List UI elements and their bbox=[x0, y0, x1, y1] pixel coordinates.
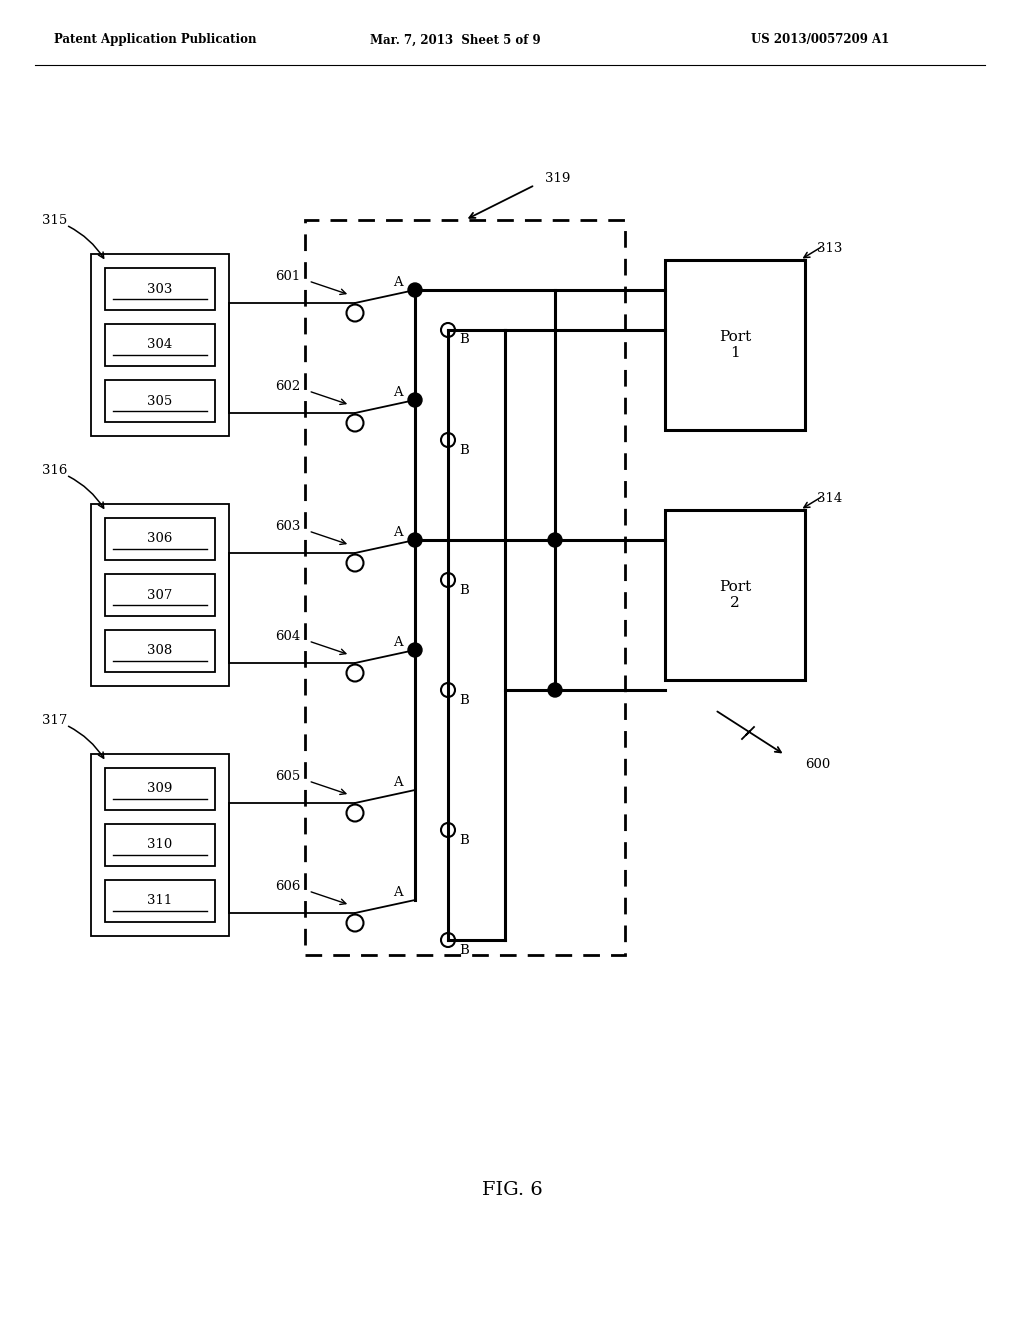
Circle shape bbox=[408, 533, 422, 546]
Text: 606: 606 bbox=[275, 880, 300, 894]
Text: Port
1: Port 1 bbox=[719, 330, 752, 360]
Text: A: A bbox=[393, 276, 402, 289]
Text: Patent Application Publication: Patent Application Publication bbox=[53, 33, 256, 46]
Circle shape bbox=[408, 643, 422, 657]
Text: 319: 319 bbox=[545, 172, 570, 185]
Text: A: A bbox=[393, 776, 402, 788]
Text: 303: 303 bbox=[147, 282, 173, 296]
Text: FIG. 6: FIG. 6 bbox=[481, 1181, 543, 1199]
Text: 313: 313 bbox=[817, 242, 843, 255]
Bar bbox=[91, 504, 229, 686]
Circle shape bbox=[548, 533, 562, 546]
Text: 314: 314 bbox=[817, 491, 843, 504]
Bar bbox=[105, 517, 215, 560]
Text: B: B bbox=[459, 444, 469, 457]
Circle shape bbox=[408, 282, 422, 297]
Bar bbox=[665, 510, 805, 680]
Text: US 2013/0057209 A1: US 2013/0057209 A1 bbox=[751, 33, 889, 46]
Text: 316: 316 bbox=[42, 463, 68, 477]
Bar bbox=[105, 574, 215, 616]
Text: 315: 315 bbox=[42, 214, 68, 227]
Text: 305: 305 bbox=[147, 395, 173, 408]
Bar bbox=[91, 754, 229, 936]
Bar bbox=[105, 824, 215, 866]
Text: 602: 602 bbox=[275, 380, 300, 393]
Text: B: B bbox=[459, 944, 469, 957]
Bar bbox=[665, 260, 805, 430]
Bar bbox=[91, 253, 229, 436]
Text: A: A bbox=[393, 635, 402, 648]
Text: A: A bbox=[393, 385, 402, 399]
Bar bbox=[105, 630, 215, 672]
Text: 601: 601 bbox=[275, 271, 300, 284]
Text: 605: 605 bbox=[275, 771, 300, 784]
Bar bbox=[105, 380, 215, 422]
Text: B: B bbox=[459, 583, 469, 597]
Bar bbox=[105, 323, 215, 366]
Circle shape bbox=[408, 393, 422, 407]
Text: B: B bbox=[459, 334, 469, 346]
Text: 603: 603 bbox=[275, 520, 300, 533]
Bar bbox=[105, 768, 215, 810]
Text: B: B bbox=[459, 833, 469, 846]
Text: Port
2: Port 2 bbox=[719, 579, 752, 610]
Text: Mar. 7, 2013  Sheet 5 of 9: Mar. 7, 2013 Sheet 5 of 9 bbox=[370, 33, 541, 46]
Text: 306: 306 bbox=[147, 532, 173, 545]
Text: 304: 304 bbox=[147, 338, 173, 351]
Text: 600: 600 bbox=[805, 759, 830, 771]
Bar bbox=[305, 220, 625, 954]
Text: 604: 604 bbox=[275, 631, 300, 644]
Text: 307: 307 bbox=[147, 589, 173, 602]
Text: 317: 317 bbox=[42, 714, 68, 726]
Bar bbox=[105, 880, 215, 921]
Bar bbox=[105, 268, 215, 310]
Text: 310: 310 bbox=[147, 838, 173, 851]
Circle shape bbox=[548, 682, 562, 697]
Text: 309: 309 bbox=[147, 783, 173, 796]
Text: A: A bbox=[393, 886, 402, 899]
Text: 311: 311 bbox=[147, 895, 173, 908]
Text: 308: 308 bbox=[147, 644, 173, 657]
Text: B: B bbox=[459, 693, 469, 706]
Text: A: A bbox=[393, 525, 402, 539]
